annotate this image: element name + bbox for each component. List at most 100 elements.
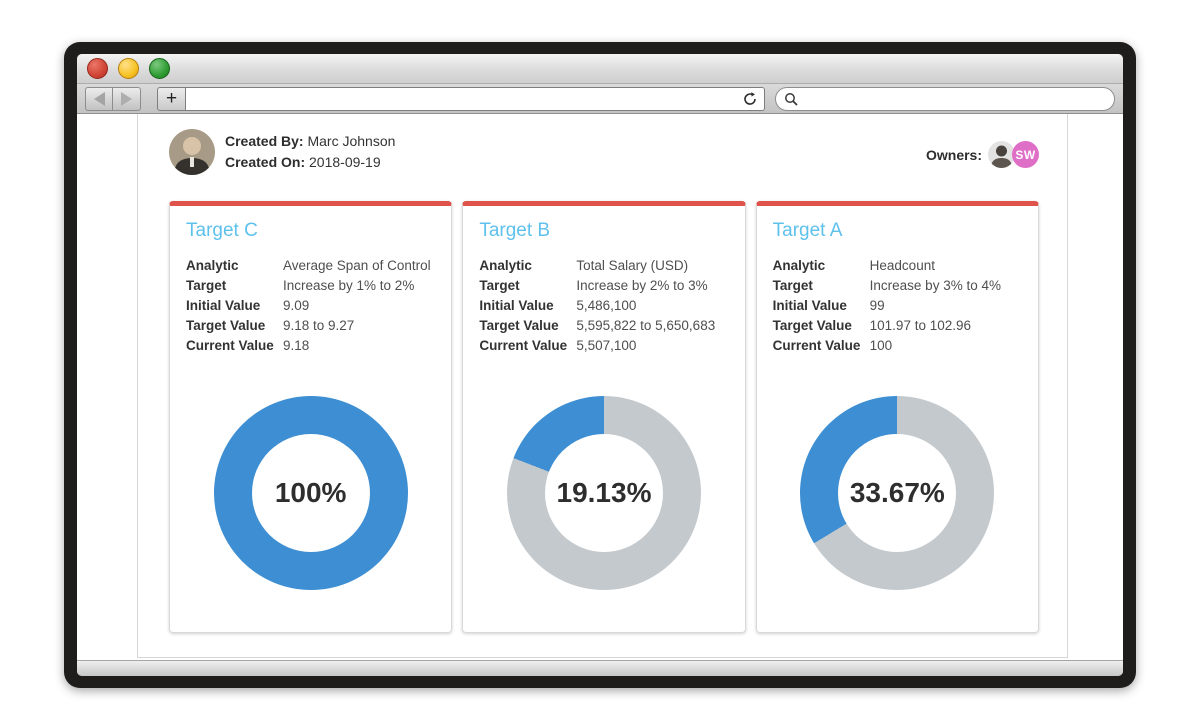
info-label: Current Value bbox=[772, 338, 861, 353]
new-tab-button[interactable]: + bbox=[157, 86, 186, 111]
info-value: 5,507,100 bbox=[576, 338, 637, 353]
target-card-b: Target B Analytic Total Salary (USD) Tar… bbox=[462, 201, 746, 633]
info-value: 9.18 bbox=[283, 338, 310, 353]
info-label: Target bbox=[479, 278, 520, 293]
info-row: Current Value 5,507,100 bbox=[479, 336, 728, 356]
info-value: Average Span of Control bbox=[283, 258, 431, 273]
donut-percent-label: 100% bbox=[274, 477, 347, 508]
info-value: 9.09 bbox=[283, 298, 310, 313]
created-by-line: Created By: Marc Johnson bbox=[225, 131, 395, 152]
search-bar bbox=[775, 86, 1115, 111]
info-row: Initial Value 99 bbox=[773, 296, 1022, 316]
info-value: 9.18 to 9.27 bbox=[283, 318, 355, 333]
dashboard-panel: Created By: Marc Johnson Created On: 201… bbox=[137, 114, 1068, 658]
browser-chrome: + bbox=[77, 54, 1123, 676]
creator-info: Created By: Marc Johnson Created On: 201… bbox=[169, 129, 395, 175]
target-card-a: Target A Analytic Headcount Target Incre… bbox=[755, 201, 1039, 633]
donut-chart: 100% bbox=[213, 396, 408, 590]
created-on-label: Created On: bbox=[225, 154, 306, 170]
info-label: Target Value bbox=[479, 318, 559, 333]
info-label: Target Value bbox=[186, 318, 266, 333]
info-row: Initial Value 5,486,100 bbox=[479, 296, 728, 316]
info-label: Initial Value bbox=[186, 298, 261, 313]
donut-chart-wrap: 19.13% bbox=[479, 396, 728, 590]
browser-window: + bbox=[64, 42, 1136, 688]
donut-percent-label: 33.67% bbox=[849, 477, 945, 508]
info-label: Target bbox=[772, 278, 813, 293]
info-label: Current Value bbox=[479, 338, 568, 353]
info-label: Current Value bbox=[186, 338, 274, 353]
status-bar bbox=[77, 660, 1123, 676]
info-row: Analytic Average Span of Control bbox=[186, 256, 435, 276]
info-label: Analytic bbox=[479, 258, 532, 273]
info-row: Target Value 9.18 to 9.27 bbox=[186, 316, 435, 336]
info-row: Analytic Total Salary (USD) bbox=[479, 256, 728, 276]
info-row: Target Value 101.97 to 102.96 bbox=[773, 316, 1022, 336]
zoom-window-button[interactable] bbox=[149, 58, 170, 79]
owners-label: Owners: bbox=[925, 146, 982, 163]
info-label: Analytic bbox=[186, 258, 239, 273]
reload-icon[interactable] bbox=[742, 91, 758, 107]
info-value: Increase by 2% to 3% bbox=[576, 278, 708, 293]
info-row: Target Value 5,595,822 to 5,650,683 bbox=[479, 316, 728, 336]
page-content: Created By: Marc Johnson Created On: 201… bbox=[77, 114, 1123, 660]
info-label: Target bbox=[186, 278, 227, 293]
nav-button-group bbox=[85, 86, 141, 111]
info-value: 5,595,822 to 5,650,683 bbox=[576, 318, 716, 333]
minimize-window-button[interactable] bbox=[118, 58, 139, 79]
info-value: Increase by 3% to 4% bbox=[869, 278, 1001, 293]
info-value: 101.97 to 102.96 bbox=[869, 318, 971, 333]
info-value: 5,486,100 bbox=[576, 298, 637, 313]
donut-hole: 19.13% bbox=[544, 434, 663, 552]
card-title: Target A bbox=[772, 220, 843, 241]
owner-avatar bbox=[988, 141, 1015, 168]
info-value: Total Salary (USD) bbox=[576, 258, 689, 273]
owner-initials-badge: SW bbox=[1012, 141, 1039, 168]
info-value: Increase by 1% to 2% bbox=[283, 278, 415, 293]
created-by-label: Created By: bbox=[225, 133, 304, 149]
target-cards-row: Target C Analytic Average Span of Contro… bbox=[169, 201, 1039, 633]
info-label: Target Value bbox=[772, 318, 852, 333]
donut-chart-wrap: 33.67% bbox=[773, 396, 1022, 590]
owners-group: Owners: SW bbox=[926, 141, 1039, 168]
info-row: Target Increase by 2% to 3% bbox=[479, 276, 728, 296]
search-input[interactable] bbox=[804, 91, 1106, 106]
info-row: Target Increase by 3% to 4% bbox=[773, 276, 1022, 296]
back-arrow-icon bbox=[93, 91, 105, 106]
address-input[interactable] bbox=[194, 88, 742, 109]
created-on-line: Created On: 2018-09-19 bbox=[225, 152, 395, 173]
title-bar bbox=[77, 54, 1123, 84]
search-icon bbox=[785, 92, 798, 106]
info-row: Current Value 100 bbox=[773, 336, 1022, 356]
creator-text: Created By: Marc Johnson Created On: 201… bbox=[225, 129, 395, 173]
donut-percent-label: 19.13% bbox=[556, 477, 652, 508]
creator-avatar bbox=[169, 129, 215, 175]
info-label: Initial Value bbox=[479, 298, 554, 313]
target-card-c: Target C Analytic Average Span of Contro… bbox=[169, 201, 453, 633]
back-button[interactable] bbox=[85, 86, 113, 111]
info-label: Initial Value bbox=[772, 298, 847, 313]
close-window-button[interactable] bbox=[87, 58, 108, 79]
donut-hole: 33.67% bbox=[838, 434, 957, 552]
info-value: 99 bbox=[869, 298, 885, 313]
created-on-value: 2018-09-19 bbox=[309, 154, 381, 170]
info-value: Headcount bbox=[869, 258, 935, 273]
donut-chart: 33.67% bbox=[800, 396, 995, 590]
info-row: Target Increase by 1% to 2% bbox=[186, 276, 435, 296]
donut-chart-wrap: 100% bbox=[186, 396, 435, 590]
browser-toolbar: + bbox=[77, 84, 1123, 114]
forward-button[interactable] bbox=[113, 86, 141, 111]
dashboard-header: Created By: Marc Johnson Created On: 201… bbox=[169, 129, 1039, 175]
info-row: Initial Value 9.09 bbox=[186, 296, 435, 316]
forward-arrow-icon bbox=[121, 91, 132, 106]
card-title: Target B bbox=[479, 220, 551, 241]
info-row: Current Value 9.18 bbox=[186, 336, 435, 356]
info-value: 100 bbox=[869, 338, 893, 353]
created-by-value: Marc Johnson bbox=[307, 133, 396, 149]
info-row: Analytic Headcount bbox=[773, 256, 1022, 276]
info-label: Analytic bbox=[772, 258, 826, 273]
address-bar bbox=[186, 86, 765, 111]
card-title: Target C bbox=[186, 220, 258, 241]
donut-chart: 19.13% bbox=[506, 396, 701, 590]
donut-hole: 100% bbox=[251, 434, 370, 552]
